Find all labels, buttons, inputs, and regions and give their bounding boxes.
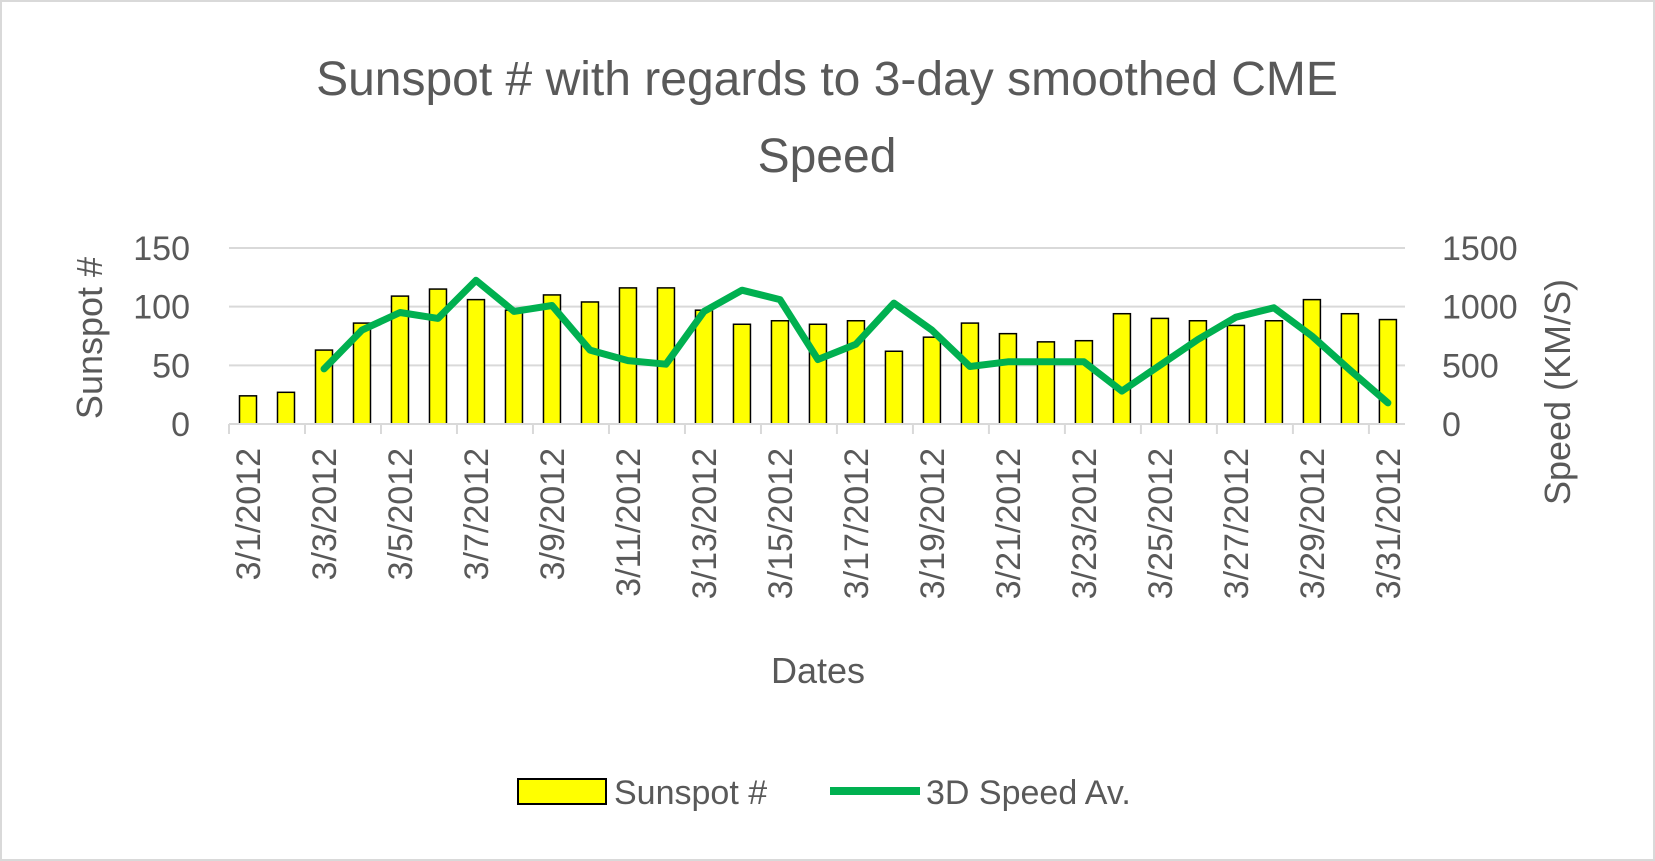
- bar: [808, 323, 828, 425]
- bar: [884, 350, 904, 425]
- bar: [922, 336, 942, 425]
- bar: [1302, 298, 1322, 425]
- y-tick-left: 50: [152, 347, 190, 385]
- y-tick-left: 0: [171, 406, 190, 444]
- bar: [770, 319, 790, 425]
- legend-label-sunspot: Sunspot #: [614, 774, 767, 812]
- bar: [466, 298, 486, 425]
- bar: [1264, 319, 1284, 425]
- bar: [1036, 341, 1056, 425]
- x-tick-label: 3/25/2012: [1142, 448, 1180, 599]
- x-tick-label: 3/1/2012: [230, 448, 268, 580]
- y-tick-right: 1000: [1442, 289, 1518, 327]
- bar: [238, 395, 258, 425]
- x-tick-label: 3/5/2012: [382, 448, 420, 580]
- bar: [732, 323, 752, 425]
- legend: Sunspot # 3D Speed Av.: [517, 774, 1131, 812]
- x-tick-label: 3/21/2012: [990, 448, 1028, 599]
- x-tick-label: 3/13/2012: [686, 448, 724, 599]
- y-tick-left: 150: [133, 230, 190, 268]
- x-axis: 3/1/2012 3/3/2012 3/5/2012 3/7/2012 3/9/2012…: [228, 423, 1408, 599]
- y-tick-right: 1500: [1442, 230, 1518, 268]
- bar: [1226, 324, 1246, 425]
- bar: [998, 332, 1018, 425]
- bar: [276, 391, 296, 425]
- legend-label-speed: 3D Speed Av.: [926, 774, 1131, 812]
- legend-swatch-sunspot: [517, 778, 607, 805]
- y-axis-left-label: Sunspot #: [69, 257, 110, 419]
- left-axis-ticks: 0 50 100 150: [133, 230, 190, 444]
- x-tick-label: 3/17/2012: [838, 448, 876, 599]
- y-tick-right: 0: [1442, 406, 1461, 444]
- x-tick-label: 3/9/2012: [534, 448, 572, 580]
- bar: [580, 301, 600, 425]
- bar: [960, 322, 980, 425]
- x-tick-label: 3/3/2012: [306, 448, 344, 580]
- bar: [504, 309, 524, 425]
- y-axis-right-label: Speed (KM/S): [1537, 279, 1578, 505]
- x-tick-label: 3/15/2012: [762, 448, 800, 599]
- x-axis-label: Dates: [771, 650, 865, 691]
- bar: [694, 309, 714, 425]
- x-tick-label: 3/27/2012: [1218, 448, 1256, 599]
- right-axis-ticks: 0 500 1000 1500: [1442, 230, 1518, 444]
- x-tick-label: 3/11/2012: [610, 448, 648, 597]
- y-tick-left: 100: [133, 289, 190, 327]
- bar: [1112, 312, 1132, 425]
- chart-title-line-2: Speed: [758, 130, 897, 183]
- chart-title-line-1: Sunspot # with regards to 3-day smoothed…: [316, 53, 1338, 106]
- speed-line: [320, 276, 1392, 407]
- bar: [1074, 339, 1094, 425]
- x-tick-label: 3/19/2012: [914, 448, 952, 599]
- sunspot-bars: [238, 287, 1398, 425]
- y-tick-right: 500: [1442, 347, 1499, 385]
- x-tick-label: 3/31/2012: [1370, 448, 1408, 599]
- x-tick-label: 3/23/2012: [1066, 448, 1104, 599]
- bar: [1378, 318, 1398, 425]
- x-tick-label: 3/7/2012: [458, 448, 496, 580]
- x-tick-label: 3/29/2012: [1294, 448, 1332, 599]
